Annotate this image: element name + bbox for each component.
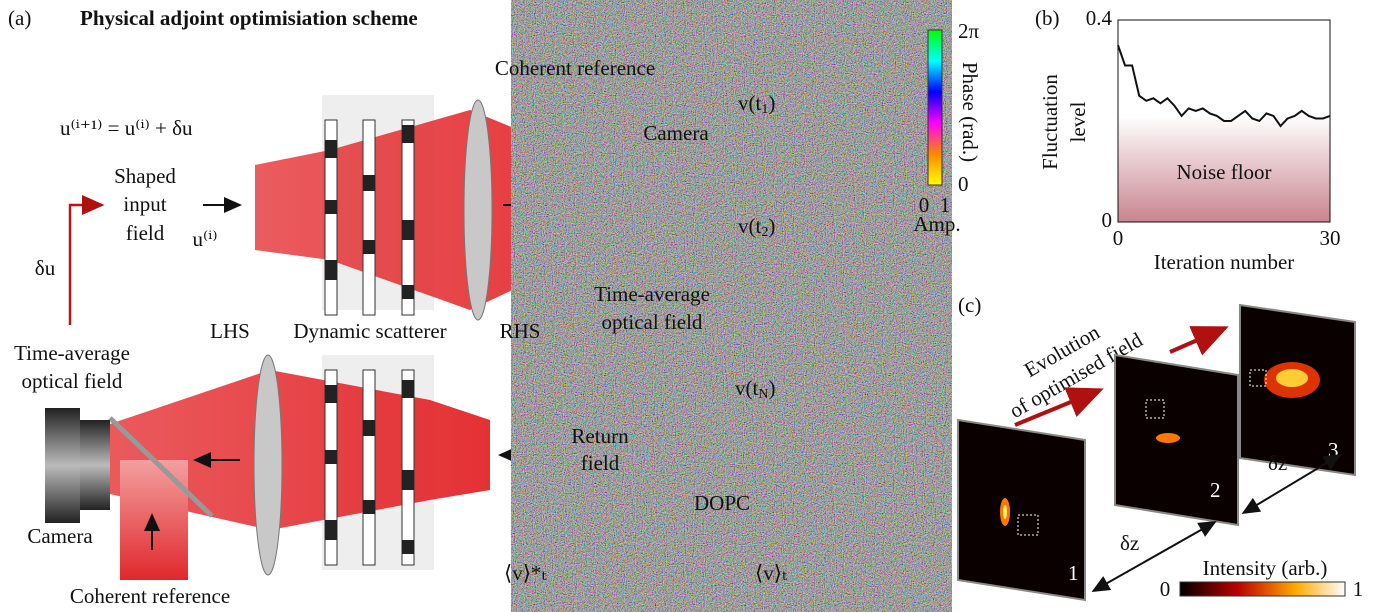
panel-label: (b) xyxy=(1035,6,1060,30)
label: Coherent reference xyxy=(70,584,230,608)
fluctuation-chart: (b) Fluctuation level Iteration number N… xyxy=(1035,6,1341,274)
frame-label: v(tN) xyxy=(735,376,775,402)
x-tick-label: 30 xyxy=(1320,226,1341,250)
symbol: δu xyxy=(35,256,56,280)
colorbar-label: 0 xyxy=(919,193,930,217)
label: LHS xyxy=(210,319,250,343)
frame-label: v(t2) xyxy=(738,214,775,240)
label: Camera xyxy=(643,121,709,145)
label: input xyxy=(123,192,166,216)
fluctuation-line xyxy=(1117,44,1331,128)
panel-title: Physical adjoint optimisiation scheme xyxy=(80,6,418,30)
noise-floor xyxy=(1118,116,1330,222)
colorbar-title: Amp. xyxy=(913,212,960,236)
y-tick-label: 0 xyxy=(1102,208,1113,232)
panel-label: (c) xyxy=(958,293,981,317)
spacing-label: δz xyxy=(1268,451,1287,475)
label: Return xyxy=(571,424,629,448)
label: Shaped xyxy=(114,164,176,188)
symbol: u⁽ⁱ⁾ xyxy=(192,227,217,251)
colorbar-label: 0 xyxy=(1160,577,1171,601)
label: field xyxy=(126,221,165,245)
label: optical field xyxy=(602,310,703,334)
frame-number: 1 xyxy=(1068,561,1079,585)
y-axis-label: level xyxy=(1066,101,1090,142)
y-tick-label: 0.4 xyxy=(1086,6,1113,30)
panel-label: (a) xyxy=(8,6,31,30)
colorbar-label: 0 xyxy=(958,172,969,196)
frame-label: v(t1) xyxy=(738,91,775,117)
y-axis-label: Fluctuation xyxy=(1038,74,1062,170)
colorbar-title: Phase (rad.) xyxy=(958,62,982,162)
colorbar-label: 1 xyxy=(1353,577,1364,601)
label: Camera xyxy=(27,524,93,548)
annotation: Noise floor xyxy=(1176,160,1271,184)
colorbar-title: Intensity (arb.) xyxy=(1203,556,1328,580)
schematic xyxy=(45,22,943,595)
x-tick-label: 0 xyxy=(1113,226,1124,250)
label: Time-average xyxy=(14,341,130,365)
x-axis-label: Iteration number xyxy=(1154,250,1295,274)
colorbar-label: 1 xyxy=(940,193,951,217)
labels: (a) Physical adjoint optimisiation schem… xyxy=(8,6,982,608)
label: Time-average xyxy=(594,282,710,306)
frame-number: 2 xyxy=(1210,478,1221,502)
label: DOPC xyxy=(694,491,750,515)
label: RHS xyxy=(500,319,541,343)
symbol: ⟨v⟩*ₜ xyxy=(504,561,547,585)
label: Dynamic scatterer xyxy=(293,319,446,343)
equation: u⁽ⁱ⁺¹⁾ = u⁽ⁱ⁾ + δu xyxy=(60,116,193,140)
label: optical field xyxy=(22,369,123,393)
label: field xyxy=(581,451,620,475)
label: Coherent reference xyxy=(495,56,655,80)
symbol: ⟨v⟩ₜ xyxy=(755,561,788,585)
axes-frame xyxy=(1117,19,1331,223)
colorbar-label: 2π xyxy=(958,19,980,43)
spacing-label: δz xyxy=(1120,531,1139,555)
frame-number: 3 xyxy=(1328,438,1339,462)
